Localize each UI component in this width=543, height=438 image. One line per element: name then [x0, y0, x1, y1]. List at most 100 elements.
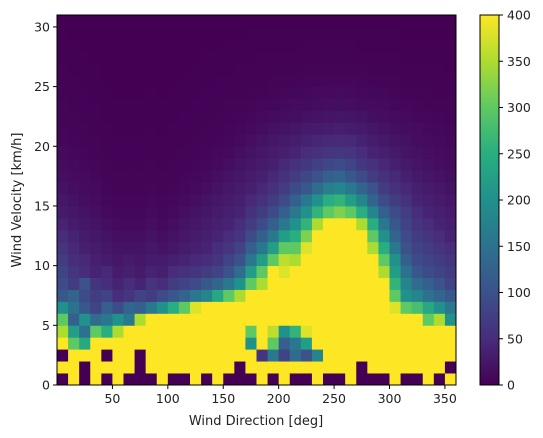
heatmap-cell — [300, 134, 313, 147]
heatmap-cell — [323, 313, 335, 326]
heatmap-cell — [234, 361, 246, 374]
heatmap-cell — [256, 325, 268, 338]
heatmap-cell — [68, 26, 80, 40]
heatmap-cell — [356, 50, 368, 64]
heatmap-cell — [123, 122, 135, 135]
heatmap-cell — [289, 86, 302, 99]
heatmap-cell — [389, 301, 401, 314]
heatmap-cell — [278, 217, 291, 231]
heatmap-cell — [68, 301, 80, 314]
heatmap-cell — [334, 229, 346, 243]
heatmap-cell — [422, 110, 435, 123]
heatmap-cell — [422, 98, 435, 111]
heatmap-cell — [57, 134, 69, 147]
heatmap-cell — [212, 194, 224, 207]
heatmap-cell — [234, 229, 246, 243]
heatmap-cell — [178, 349, 191, 362]
heatmap-cell — [134, 301, 147, 314]
heatmap-cell — [378, 217, 390, 231]
heatmap-cell — [389, 265, 401, 278]
heatmap-cell — [190, 194, 202, 207]
heatmap-cell — [145, 158, 158, 171]
heatmap-cell — [178, 50, 191, 64]
heatmap-cell — [201, 337, 213, 350]
heatmap-cell — [422, 301, 435, 314]
heatmap-cell — [334, 194, 346, 207]
heatmap-cell — [411, 289, 424, 302]
heatmap-cell — [433, 349, 446, 362]
heatmap-cell — [201, 289, 213, 302]
heatmap-cell — [444, 122, 457, 135]
heatmap-cell — [256, 122, 268, 135]
heatmap-cell — [256, 265, 268, 278]
heatmap-cell — [134, 265, 147, 278]
heatmap-cell — [134, 361, 147, 374]
heatmap-cell — [245, 253, 257, 267]
heatmap-cell — [444, 241, 457, 255]
heatmap-cell — [145, 182, 158, 195]
heatmap-cell — [323, 38, 335, 52]
heatmap-cell — [256, 349, 268, 362]
heatmap-cell — [57, 110, 69, 123]
heatmap-cell — [79, 50, 91, 64]
heatmap-cell — [201, 62, 213, 76]
heatmap-cell — [300, 110, 313, 123]
heatmap-cell — [323, 194, 335, 207]
heatmap-cell — [356, 217, 368, 231]
heatmap-cell — [90, 50, 102, 64]
heatmap-cell — [267, 205, 280, 219]
heatmap-cell — [378, 74, 390, 88]
heatmap-cell — [311, 253, 324, 267]
heatmap-cell — [323, 373, 335, 386]
heatmap-cell — [90, 26, 102, 40]
heatmap-cell — [234, 373, 246, 386]
heatmap-cell — [190, 241, 202, 255]
heatmap-cell — [345, 50, 357, 64]
heatmap-cell — [367, 337, 379, 350]
heatmap-cell — [223, 146, 235, 159]
heatmap-cell — [400, 289, 413, 302]
heatmap-cell — [234, 182, 246, 195]
heatmap-cell — [212, 349, 224, 362]
heatmap-cell — [145, 205, 158, 219]
heatmap-cell — [323, 277, 335, 290]
heatmap-cell — [311, 301, 324, 314]
heatmap-cell — [323, 325, 335, 338]
heatmap-cell — [68, 146, 80, 159]
heatmap-cell — [212, 289, 224, 302]
heatmap-cell — [300, 38, 313, 52]
heatmap-cell — [400, 325, 413, 338]
heatmap-cell — [178, 86, 191, 99]
heatmap-cell — [378, 241, 390, 255]
heatmap-cell — [267, 38, 280, 52]
heatmap-cell — [156, 217, 169, 231]
heatmap-cell — [57, 38, 69, 52]
heatmap-cell — [334, 74, 346, 88]
heatmap-cell — [68, 98, 80, 111]
heatmap-cell — [378, 361, 390, 374]
heatmap-cell — [190, 205, 202, 219]
heatmap-cell — [134, 182, 147, 195]
heatmap-cell — [345, 277, 357, 290]
heatmap-cell — [156, 38, 169, 52]
heatmap-cell — [311, 146, 324, 159]
heatmap-cell — [57, 241, 69, 255]
heatmap-cell — [433, 265, 446, 278]
heatmap-cell — [378, 373, 390, 386]
heatmap-cell — [267, 301, 280, 314]
heatmap-cell — [345, 110, 357, 123]
heatmap-cell — [422, 373, 435, 386]
heatmap-cell — [411, 26, 424, 40]
heatmap-cell — [411, 50, 424, 64]
heatmap-cell — [90, 373, 102, 386]
heatmap-cell — [400, 313, 413, 326]
heatmap-cell — [311, 337, 324, 350]
heatmap-cell — [433, 86, 446, 99]
heatmap-cell — [201, 194, 213, 207]
heatmap-cell — [389, 253, 401, 267]
heatmap-cell — [112, 217, 124, 231]
heatmap-cell — [278, 110, 291, 123]
colorbar-tick-label: 200 — [507, 193, 531, 208]
heatmap-cell — [311, 313, 324, 326]
heatmap-cell — [378, 229, 390, 243]
